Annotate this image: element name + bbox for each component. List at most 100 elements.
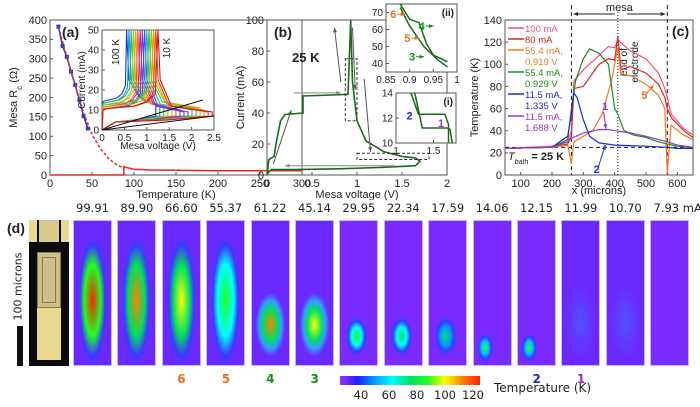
x-tick-label: 100 (511, 178, 529, 190)
current-label: 11.99 (564, 201, 598, 215)
x-tick-label: 150 (167, 178, 185, 190)
state-marker-1: 1 (602, 101, 608, 113)
x-tick-label: 600 (668, 178, 686, 190)
sweep-arrow (272, 109, 292, 165)
legend-entry: 11.5 mA, (525, 112, 562, 123)
sweep-arrow (352, 27, 356, 90)
plot-frame (385, 3, 458, 73)
x-tick-label: 100 (125, 178, 143, 190)
x-tick-label: 1.5 (427, 146, 441, 157)
series-115mA-1688V (504, 129, 694, 149)
series-iv-25K (266, 19, 422, 176)
thermal-image (206, 220, 246, 366)
y-tick-label: 50 (35, 150, 47, 162)
current-label: 61.22 (253, 201, 287, 215)
optical-micrograph (29, 220, 69, 366)
state-marker-3: 3 (409, 52, 415, 64)
state-arrow-2-head (602, 145, 606, 150)
state-marker-6: 6 (177, 372, 186, 386)
state-marker-4: 4 (266, 372, 275, 386)
electrode-label: electrode (630, 41, 641, 83)
thermal-image (472, 220, 512, 366)
panel-d: (d) 100 microns 99.91 89.90 66.60 6 55.37 5 61.2… (0, 200, 700, 407)
y-axis-label: Mesa Rc (Ω) (8, 67, 24, 128)
y-tick-label: 40 (88, 46, 100, 57)
data-point (85, 126, 90, 131)
state-arrow-4-head (428, 24, 434, 29)
y-tick-label: 20 (88, 86, 100, 97)
x-tick-label: 500 (637, 178, 655, 190)
state-arrow-6-head (400, 12, 406, 17)
plot-frame (504, 19, 694, 176)
y-tick-label: 60 (490, 103, 502, 115)
x-tick-label: 1 (454, 75, 460, 86)
annotation-10K: 10 K (162, 37, 173, 58)
x-tick-label: 200 (209, 178, 227, 190)
y-tick-label: 40 (252, 108, 264, 120)
thermal-image (428, 220, 468, 366)
sweep-arrow (363, 78, 371, 152)
y-tick-label: 10 (382, 139, 394, 150)
legend-entry: 55.4 mA, (525, 68, 563, 79)
thermal-image (605, 220, 645, 366)
y-tick-label: 0 (41, 170, 47, 182)
x-tick-label: 1 (144, 133, 150, 144)
colorbar-tick-label: 60 (381, 388, 397, 402)
series-80mA (504, 36, 694, 149)
y-tick-label: 10 (88, 106, 100, 117)
state-marker-5: 5 (221, 372, 231, 386)
colorbar-tick-label: 80 (409, 388, 425, 402)
y-tick-label: 100 (246, 15, 264, 27)
x-tick-label: 0 (264, 178, 270, 190)
y-tick-label: 0 (496, 170, 502, 182)
annotation-temperature: 25 K (292, 50, 320, 65)
sweep-arrow-head (285, 163, 290, 168)
sweep-arrow-head (333, 27, 337, 33)
inset-y-axis-label: Current (mA) (77, 51, 88, 109)
panel-label: (c) (672, 23, 689, 39)
bottom-electrode (37, 308, 61, 360)
annotation-100K: 100 K (111, 39, 122, 65)
mesa-arrow-head (573, 12, 579, 16)
state-marker-1: 1 (576, 372, 586, 386)
state-marker-2: 2 (407, 111, 413, 123)
load-line (101, 99, 203, 131)
x-axis-label: Mesa voltage (V) (315, 189, 398, 200)
state-arrow-5-head (649, 85, 654, 90)
legend-entry: 80 mA (525, 35, 553, 46)
series-554mA-0919V (504, 47, 694, 173)
legend-entry: 11.5 mA, (525, 90, 562, 101)
x-tick-label: 0 (47, 178, 53, 190)
thermal-image (339, 220, 379, 366)
thermal-image (295, 220, 334, 366)
y-tick-label: 14 (382, 89, 394, 100)
current-label: 29.95 (342, 201, 376, 215)
load-line (101, 115, 215, 131)
x-tick-label: 250 (251, 178, 269, 190)
x-tick-label: 200 (543, 178, 561, 190)
y-tick-label: 0 (93, 126, 99, 137)
x-tick-label: 2 (444, 178, 450, 190)
state-marker-2: 2 (594, 164, 600, 176)
legend-entry-voltage: 0.919 V (525, 57, 558, 68)
colorbar-tick-label: 100 (434, 388, 456, 402)
panel-label: (d) (7, 220, 25, 236)
y-axis-label: Temperature (K) (469, 58, 481, 137)
colorbar-label: Temperature (K) (494, 381, 592, 395)
sweep-arrow-head (336, 90, 341, 95)
y-tick-label: 70 (372, 8, 384, 19)
x-axis-label: Temperature (K) (136, 189, 215, 200)
y-tick-label: 20 (252, 139, 264, 151)
y-tick-label: 250 (29, 73, 47, 85)
x-tick-label: 0.85 (376, 75, 396, 86)
y-tick-label: 80 (252, 46, 264, 58)
current-label: 22.34 (386, 201, 420, 215)
y-tick-label: 100 (29, 131, 47, 143)
x-tick-label: 2 (189, 133, 195, 144)
y-tick-label: 80 (490, 81, 502, 93)
thermal-image (561, 220, 601, 366)
mesa-label: mesa (606, 2, 634, 14)
x-tick-label: 1 (354, 178, 360, 190)
legend-entry: 55.4 mA, (525, 46, 563, 57)
